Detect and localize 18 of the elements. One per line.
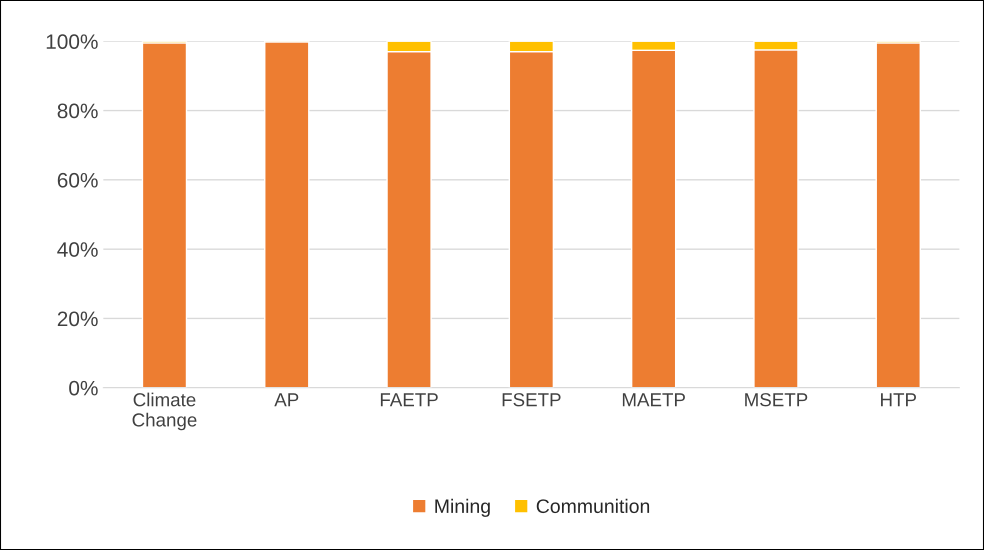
x-tick-label: MAETP <box>622 393 685 406</box>
y-tick-label: 0% <box>69 380 98 396</box>
x-tick-label: AP <box>274 393 298 406</box>
y-tick-label: 20% <box>58 311 98 326</box>
x-tick-label: FAETP <box>380 393 438 406</box>
y-tick-label: 60% <box>58 172 98 188</box>
x-tick-label: MSETP <box>745 393 808 406</box>
legend-label: Mining <box>435 498 490 517</box>
x-tick-label: Climate Change <box>132 392 196 430</box>
bar <box>876 42 921 388</box>
legend-label: Communition <box>536 498 650 514</box>
x-tick-label: FSETP <box>502 393 561 406</box>
bar <box>142 42 188 388</box>
y-tick-label: 100% <box>46 34 98 50</box>
bar <box>264 41 310 388</box>
y-tick-label: 80% <box>58 104 98 118</box>
x-tick-label: HTP <box>881 393 916 406</box>
y-tick-label: 40% <box>57 242 98 257</box>
